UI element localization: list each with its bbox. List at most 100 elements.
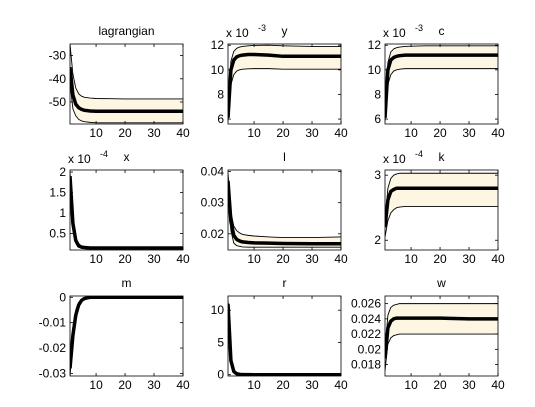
x-tick-label: 20 [118,378,132,392]
y-tick-label: 12 [211,38,225,52]
series-mean-line [228,52,341,118]
confidence-band [385,173,498,237]
series-lower-line [70,296,183,376]
y-tick-label: 0.026 [351,297,381,311]
y-tick-label: -50 [49,95,67,109]
axis-exponent-power: -4 [100,149,108,159]
series-lower-line [70,83,183,124]
axes-box [69,43,184,125]
y-tick-label: 6 [374,112,381,126]
y-tick-label: 0.02 [201,227,225,241]
x-tick-label: 10 [247,126,261,140]
series-mean-line [70,67,183,113]
axis-exponent-power: -4 [415,149,423,159]
y-tick-label: 0 [217,368,224,382]
subplot-y: 10 20 30 40 6 8 10 12 y x 10 -3 [211,23,348,140]
series-upper-line [385,303,498,351]
x-tick-label: 10 [247,378,261,392]
subplot-title: x [124,150,130,164]
y-tick-label: -30 [49,49,67,63]
subplot-title: r [283,276,287,290]
subplot-x: 10 20 30 40 0.5 1 1.5 2 x x 10 -4 [49,149,190,266]
y-tick-label: 12 [368,38,382,52]
x-tick-label: 30 [147,378,161,392]
y-tick-label: -0.02 [39,341,67,355]
x-tick-label: 10 [89,126,103,140]
series-upper-line [385,45,498,112]
series-lower-line [70,182,183,249]
subplot-c: 10 20 30 40 6 8 10 12 c x 10 -3 [368,23,505,140]
series-mean-line [385,186,498,228]
plot-area [228,173,341,248]
y-tick-label: 0.03 [201,196,225,210]
subplot-r: 10 20 30 40 0 5 10 r [211,276,348,392]
subplot-m: 10 20 30 40 -0.03 -0.02 -0.01 0 m [39,276,190,392]
series-lower-line [228,68,341,122]
x-tick-label: 30 [462,126,476,140]
axes-box [384,295,499,377]
axis-exponent-label: x 10 [383,26,406,40]
x-tick-label: 10 [89,378,103,392]
y-tick-label: 10 [211,63,225,77]
subplot-k: 10 20 30 40 2 3 k x 10 -4 [374,149,505,266]
y-tick-label: -0.03 [39,366,67,380]
axis-exponent-power: -3 [258,23,266,33]
x-tick-label: 20 [433,252,447,266]
axes-box [227,169,342,251]
axes-box [384,43,499,125]
y-tick-label: 2 [59,165,66,179]
x-tick-label: 40 [176,126,190,140]
y-tick-label: 5 [217,335,224,349]
x-tick-label: 20 [276,378,290,392]
subplot-title: y [282,24,288,38]
x-tick-label: 20 [276,126,290,140]
x-tick-label: 30 [147,252,161,266]
x-tick-label: 20 [276,252,290,266]
y-tick-label: 0.5 [49,227,66,241]
confidence-band [228,300,341,375]
series-mean-line [228,303,341,376]
plot-area [385,303,498,371]
x-tick-label: 40 [176,378,190,392]
subplot-lagrangian: 10 20 30 40 -50 -40 -30 lagrangian [49,24,190,140]
series-mean-line [70,176,183,250]
series-lower-line [385,205,498,238]
axes-box [384,169,499,251]
subplot-title: m [122,276,132,290]
axis-exponent-label: x 10 [226,26,249,40]
y-tick-label: -40 [49,72,67,86]
confidence-band [228,173,341,248]
x-tick-label: 40 [491,378,505,392]
series-upper-line [228,44,341,112]
confidence-band [385,45,498,122]
series-lower-line [228,308,341,376]
subplot-l: 10 20 30 40 0.02 0.03 0.04 l [201,150,348,266]
plot-area [228,300,341,376]
plot-area [385,45,498,122]
confidence-band [70,172,183,249]
x-tick-label: 10 [404,252,418,266]
x-tick-label: 30 [305,126,319,140]
subplot-title: l [283,150,286,164]
axis-exponent-power: -3 [415,23,423,33]
series-upper-line [228,173,341,238]
x-tick-label: 30 [462,252,476,266]
y-tick-label: 8 [217,87,224,101]
confidence-band [70,44,183,123]
y-tick-label: 1.5 [49,186,66,200]
axis-exponent-label: x 10 [68,152,91,166]
confidence-band [70,297,183,376]
x-tick-label: 20 [118,252,132,266]
series-mean-line [385,316,498,359]
plot-area [70,172,183,250]
axes-box [227,43,342,125]
x-tick-label: 20 [433,378,447,392]
axes-box [69,295,184,377]
series-mean-line [70,296,183,369]
series-mean-line [385,53,498,118]
subplot-title: k [439,150,446,164]
plot-area [228,44,341,122]
y-tick-label: 6 [217,112,224,126]
x-tick-label: 10 [247,252,261,266]
